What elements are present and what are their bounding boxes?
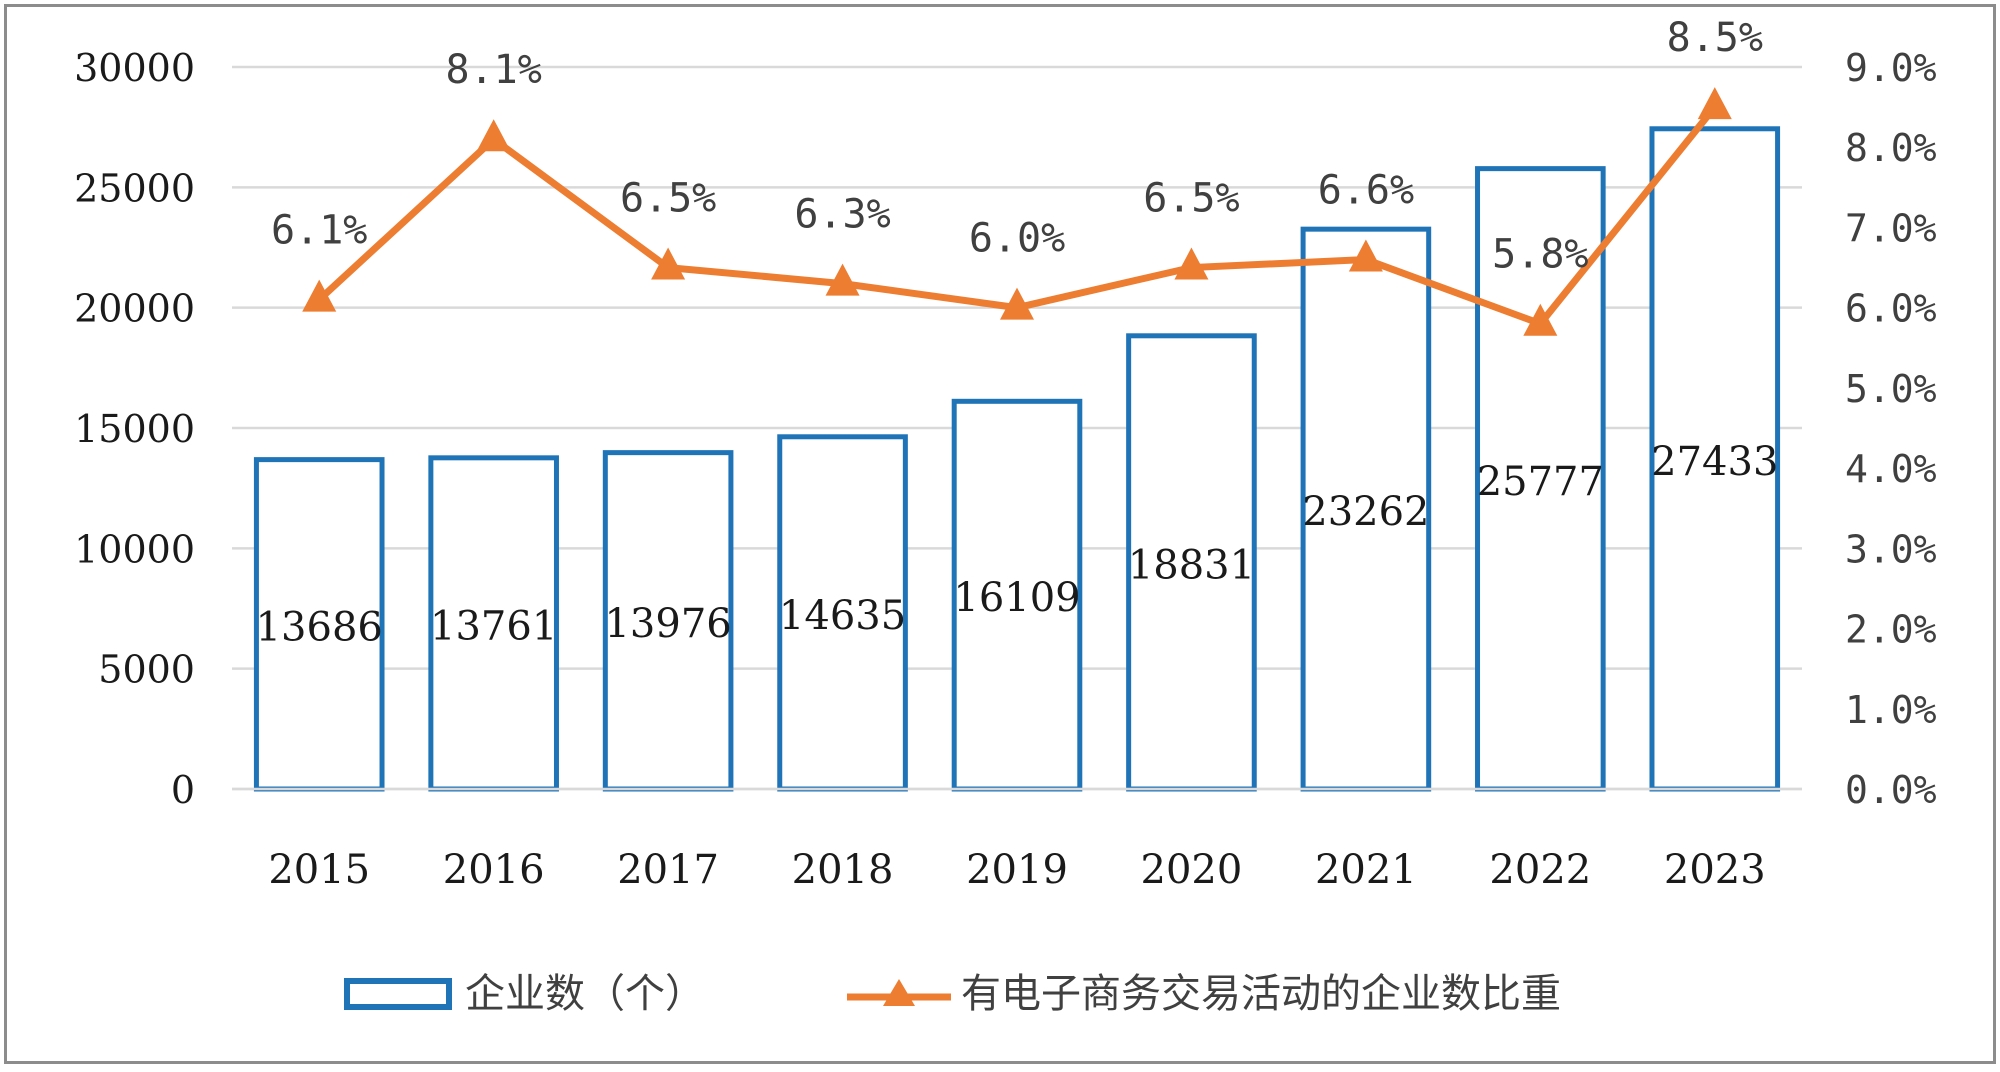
right-axis-tick-label: 7.0% bbox=[1845, 206, 1937, 250]
line-value-label: 8.5% bbox=[1667, 15, 1763, 61]
right-axis: 0.0% 1.0% 2.0% 3.0% 4.0% 5.0% 6.0% 7.0% 8.0% 9.0% bbox=[1845, 46, 1937, 812]
combo-chart: 0 5000 10000 15000 20000 25000 30000 0.0% 1.0% 2… bbox=[74, 15, 1937, 1017]
right-axis-tick-label: 8.0% bbox=[1845, 126, 1937, 170]
right-axis-tick-label: 4.0% bbox=[1845, 447, 1937, 491]
line-point-triangle-marker bbox=[302, 279, 337, 312]
left-axis-tick-label: 10000 bbox=[74, 527, 195, 571]
right-axis-tick-label: 3.0% bbox=[1845, 527, 1937, 571]
bar-series bbox=[253, 126, 1781, 792]
bar-value-label: 16109 bbox=[953, 575, 1080, 621]
x-axis-tick-label: 2021 bbox=[1315, 847, 1417, 893]
line-value-label: 6.1% bbox=[271, 208, 367, 254]
bar-value-label: 23262 bbox=[1302, 489, 1429, 535]
legend-bar-swatch bbox=[344, 978, 452, 1010]
line-point-triangle-marker bbox=[1523, 303, 1558, 336]
line-point-triangle-marker bbox=[825, 263, 860, 296]
left-axis: 0 5000 10000 15000 20000 25000 30000 bbox=[74, 46, 195, 812]
right-axis-tick-label: 5.0% bbox=[1845, 367, 1937, 411]
x-axis-tick-label: 2017 bbox=[617, 847, 719, 893]
line-point-triangle-marker bbox=[651, 247, 686, 280]
line-data-labels: 6.1% 8.1% 6.5% 6.3% 6.0% 6.5% 6.6% 5.8% 8.5% bbox=[271, 15, 1763, 278]
bar bbox=[1126, 333, 1257, 792]
left-axis-tick-label: 15000 bbox=[74, 407, 195, 451]
chart-frame: 0 5000 10000 15000 20000 25000 30000 0.0% 1.0% 2… bbox=[4, 4, 1996, 1064]
x-axis-tick-label: 2023 bbox=[1664, 847, 1766, 893]
right-axis-tick-label: 9.0% bbox=[1845, 46, 1937, 90]
line-point-triangle-marker bbox=[1348, 239, 1383, 272]
line-point-triangle-marker bbox=[1697, 87, 1732, 120]
right-axis-tick-label: 0.0% bbox=[1845, 768, 1937, 812]
left-axis-tick-label: 5000 bbox=[98, 648, 195, 692]
bar bbox=[428, 455, 559, 792]
bar-data-labels: 13686 13761 13976 14635 16109 18831 23262 25777… bbox=[256, 439, 1779, 650]
legend-bar-label: 企业数（个） bbox=[465, 971, 705, 1017]
right-axis-tick-label: 2.0% bbox=[1845, 608, 1937, 652]
bar-value-label: 18831 bbox=[1128, 542, 1255, 588]
legend-triangle-marker bbox=[883, 979, 915, 1006]
left-axis-tick-label: 20000 bbox=[74, 287, 195, 331]
x-axis-tick-label: 2020 bbox=[1141, 847, 1243, 893]
line-value-label: 6.5% bbox=[1143, 176, 1239, 222]
line-point-triangle-marker bbox=[476, 119, 511, 152]
line-value-label: 5.8% bbox=[1492, 232, 1588, 278]
left-axis-tick-label: 30000 bbox=[74, 46, 195, 90]
line-point-triangle-marker bbox=[1174, 247, 1209, 280]
line-value-label: 6.6% bbox=[1318, 168, 1414, 214]
line-value-label: 6.0% bbox=[969, 216, 1065, 262]
x-axis-tick-label: 2022 bbox=[1489, 847, 1591, 893]
line-series bbox=[302, 87, 1732, 336]
bar bbox=[951, 398, 1083, 792]
left-axis-tick-label: 0 bbox=[171, 768, 195, 812]
bar bbox=[602, 450, 734, 792]
bar-value-label: 25777 bbox=[1477, 459, 1604, 505]
bar-value-label: 13976 bbox=[604, 601, 731, 647]
legend: 企业数（个） 有电子商务交易活动的企业数比重 bbox=[344, 971, 1561, 1017]
x-axis-tick-label: 2015 bbox=[268, 847, 370, 893]
bar-value-label: 27433 bbox=[1651, 439, 1778, 485]
x-axis-tick-label: 2019 bbox=[966, 847, 1068, 893]
line-value-label: 6.3% bbox=[794, 192, 890, 238]
bar-value-label: 14635 bbox=[779, 593, 906, 639]
bar bbox=[1300, 226, 1432, 792]
bar-value-label: 13686 bbox=[256, 604, 383, 650]
x-axis-tick-label: 2016 bbox=[443, 847, 545, 893]
line-value-label: 6.5% bbox=[620, 176, 716, 222]
right-axis-tick-label: 6.0% bbox=[1845, 287, 1937, 331]
right-axis-tick-label: 1.0% bbox=[1845, 688, 1937, 732]
x-axis-tick-label: 2018 bbox=[792, 847, 894, 893]
line-value-label: 8.1% bbox=[446, 47, 542, 93]
bar-value-label: 13761 bbox=[430, 603, 557, 649]
line-point-triangle-marker bbox=[1000, 287, 1034, 320]
legend-line-label: 有电子商务交易活动的企业数比重 bbox=[961, 971, 1561, 1017]
left-axis-tick-label: 25000 bbox=[74, 166, 195, 210]
x-axis: 2015 2016 2017 2018 2019 2020 2021 2022 2023 bbox=[232, 787, 1802, 893]
